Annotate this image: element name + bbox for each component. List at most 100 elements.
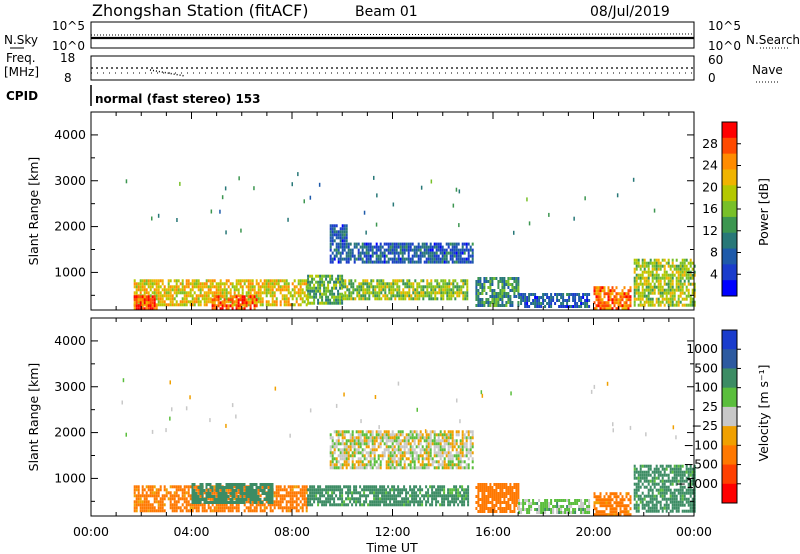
data-cell xyxy=(402,282,405,286)
data-cell xyxy=(297,303,300,307)
data-cell xyxy=(635,470,638,474)
data-cell xyxy=(402,291,405,295)
data-cell xyxy=(197,506,200,510)
nsearch-tick-top: 10^5 xyxy=(708,19,741,33)
data-cell xyxy=(655,506,658,510)
data-cell xyxy=(397,251,400,255)
data-cell xyxy=(487,495,490,498)
data-cell xyxy=(659,279,662,283)
data-cell xyxy=(421,463,424,467)
data-cell xyxy=(471,248,474,252)
data-cell xyxy=(413,451,416,455)
data-cell xyxy=(205,279,208,283)
data-cell xyxy=(145,298,148,302)
data-cell xyxy=(141,494,144,498)
data-cell xyxy=(637,288,640,292)
data-cell xyxy=(460,279,463,283)
data-cell xyxy=(401,257,404,261)
data-cell xyxy=(295,291,298,295)
data-cell xyxy=(399,451,402,455)
data-cell xyxy=(657,482,660,486)
data-cell xyxy=(343,463,346,467)
data-cell xyxy=(653,288,656,292)
data-cell xyxy=(675,303,678,307)
data-cell xyxy=(285,491,288,495)
data-cell xyxy=(321,503,324,507)
data-cell xyxy=(580,511,583,514)
data-cell xyxy=(663,276,666,280)
data-cell xyxy=(371,251,374,255)
data-cell xyxy=(353,491,356,495)
data-cell xyxy=(377,503,380,507)
data-cell xyxy=(365,248,368,252)
data-cell xyxy=(595,307,598,311)
data-cell xyxy=(257,486,260,489)
data-cell xyxy=(466,279,469,283)
data-cell xyxy=(313,494,316,498)
data-cell xyxy=(345,448,348,452)
data-cell xyxy=(217,304,220,308)
data-cell xyxy=(447,245,450,249)
data-cell xyxy=(229,506,232,510)
data-cell xyxy=(451,439,454,443)
data-cell xyxy=(403,503,406,507)
data-cell xyxy=(440,285,443,289)
data-cell xyxy=(661,464,664,468)
data-cell xyxy=(379,245,382,249)
data-cell xyxy=(455,463,458,467)
data-cell xyxy=(505,292,508,295)
nave-tick-top: 60 xyxy=(708,53,723,67)
data-cell xyxy=(637,258,640,262)
data-cell xyxy=(203,509,206,513)
data-cell xyxy=(221,506,224,510)
data-cell xyxy=(534,299,537,302)
data-cell xyxy=(503,498,506,501)
data-cell xyxy=(453,445,456,449)
data-cell xyxy=(641,303,644,307)
data-cell xyxy=(469,430,472,434)
data-cell xyxy=(391,242,394,246)
data-cell xyxy=(412,297,415,301)
data-cell xyxy=(637,476,640,480)
data-cell xyxy=(518,511,521,514)
data-cell xyxy=(461,245,464,249)
data-cell xyxy=(377,245,380,249)
data-cell xyxy=(647,279,650,283)
data-cell xyxy=(153,298,156,302)
data-cell xyxy=(493,292,496,295)
data-cell xyxy=(457,257,460,261)
data-cell xyxy=(251,483,254,486)
data-cell xyxy=(183,297,186,301)
data-cell xyxy=(393,448,396,452)
data-cell xyxy=(599,301,602,305)
data-cell xyxy=(665,294,668,298)
data-cell xyxy=(301,503,304,507)
data-cell xyxy=(311,485,314,489)
data-cell xyxy=(511,286,514,289)
data-cell xyxy=(677,294,680,298)
data-cell xyxy=(307,274,310,278)
data-cell xyxy=(331,488,334,492)
data-cell xyxy=(157,491,160,495)
data-cell xyxy=(233,300,236,304)
data-cell xyxy=(657,291,660,295)
data-cell xyxy=(435,260,438,264)
data-cell xyxy=(679,300,682,304)
data-cell xyxy=(671,288,674,292)
data-cell xyxy=(443,494,446,498)
data-cell xyxy=(301,279,304,283)
data-cell xyxy=(343,224,346,228)
data-cell xyxy=(181,488,184,492)
data-cell xyxy=(389,433,392,437)
data-cell xyxy=(677,270,680,274)
data-cell xyxy=(145,500,148,504)
data-cell xyxy=(683,297,686,301)
data-cell xyxy=(683,273,686,277)
data-cell xyxy=(495,492,498,495)
data-cell xyxy=(447,463,450,467)
data-cell xyxy=(469,260,472,264)
data-cell xyxy=(437,436,440,440)
data-cell xyxy=(181,279,184,283)
data-cell xyxy=(447,439,450,443)
data-cell xyxy=(418,297,421,301)
